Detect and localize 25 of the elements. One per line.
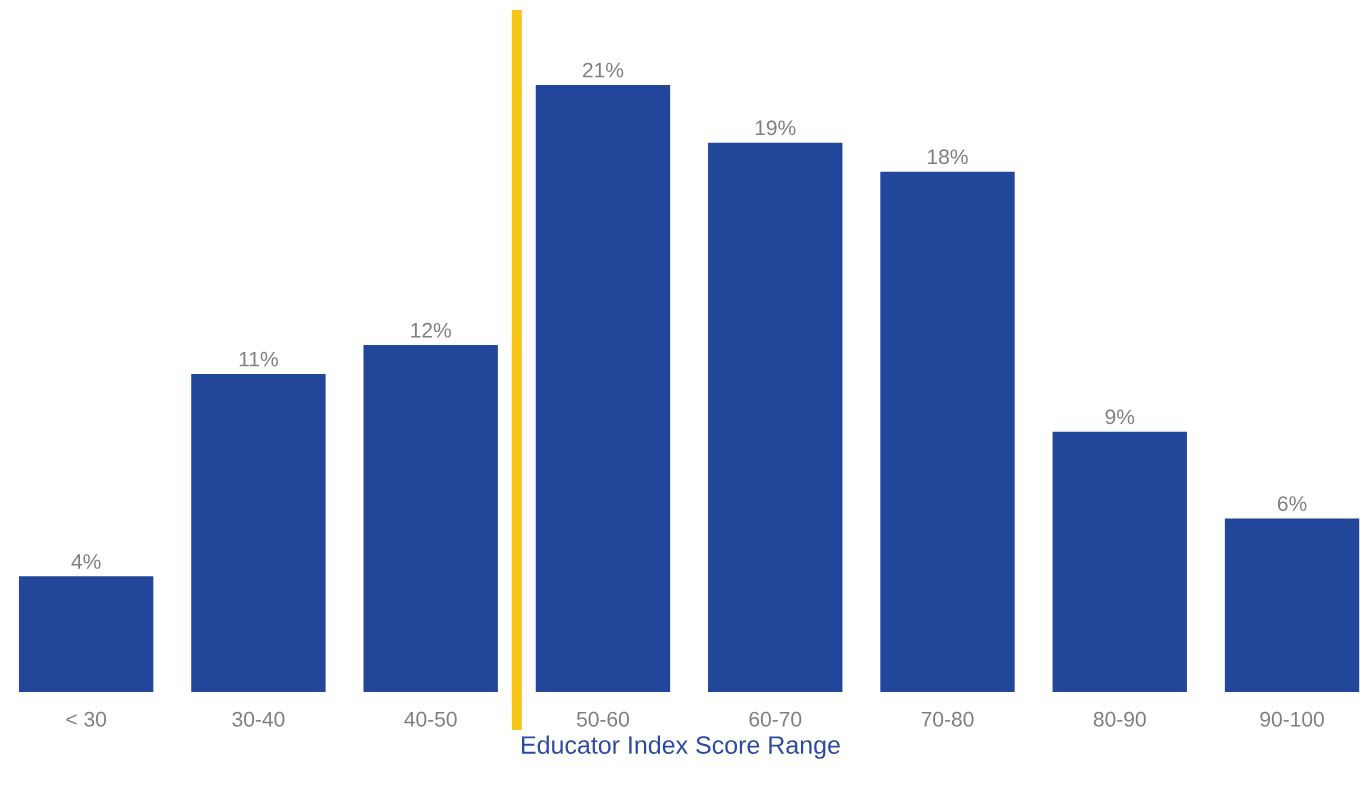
x-tick-label: 60-70 xyxy=(749,711,802,727)
x-tick-label: 90-100 xyxy=(1260,711,1324,727)
bar xyxy=(708,142,843,692)
data-label: 4% xyxy=(71,554,101,569)
data-label: 11% xyxy=(239,351,278,367)
data-label: 6% xyxy=(1277,496,1307,512)
x-tick-label: 70-80 xyxy=(921,711,974,727)
x-tick-label: 30-40 xyxy=(232,711,285,727)
data-label: 12% xyxy=(411,322,451,338)
bar xyxy=(535,84,671,692)
bar xyxy=(1224,518,1360,692)
x-tick-label: 50-60 xyxy=(576,711,629,727)
bar xyxy=(880,171,1015,692)
bar xyxy=(363,345,498,692)
data-label: 19% xyxy=(755,120,796,136)
bar xyxy=(18,576,154,692)
data-label: 9% xyxy=(1105,409,1135,425)
x-axis-title: Educator Index Score Range xyxy=(522,735,840,759)
x-tick-label: 40-50 xyxy=(404,711,457,727)
x-tick-label: < 30 xyxy=(66,711,107,727)
bar xyxy=(191,374,326,692)
data-label: 18% xyxy=(928,149,968,165)
bar xyxy=(1052,431,1187,692)
data-label: 21% xyxy=(582,62,624,78)
x-tick-label: 80-90 xyxy=(1093,711,1146,727)
